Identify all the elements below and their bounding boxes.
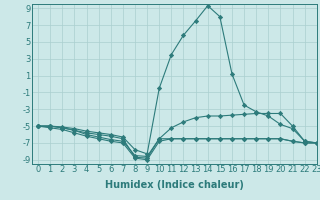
X-axis label: Humidex (Indice chaleur): Humidex (Indice chaleur): [105, 180, 244, 190]
